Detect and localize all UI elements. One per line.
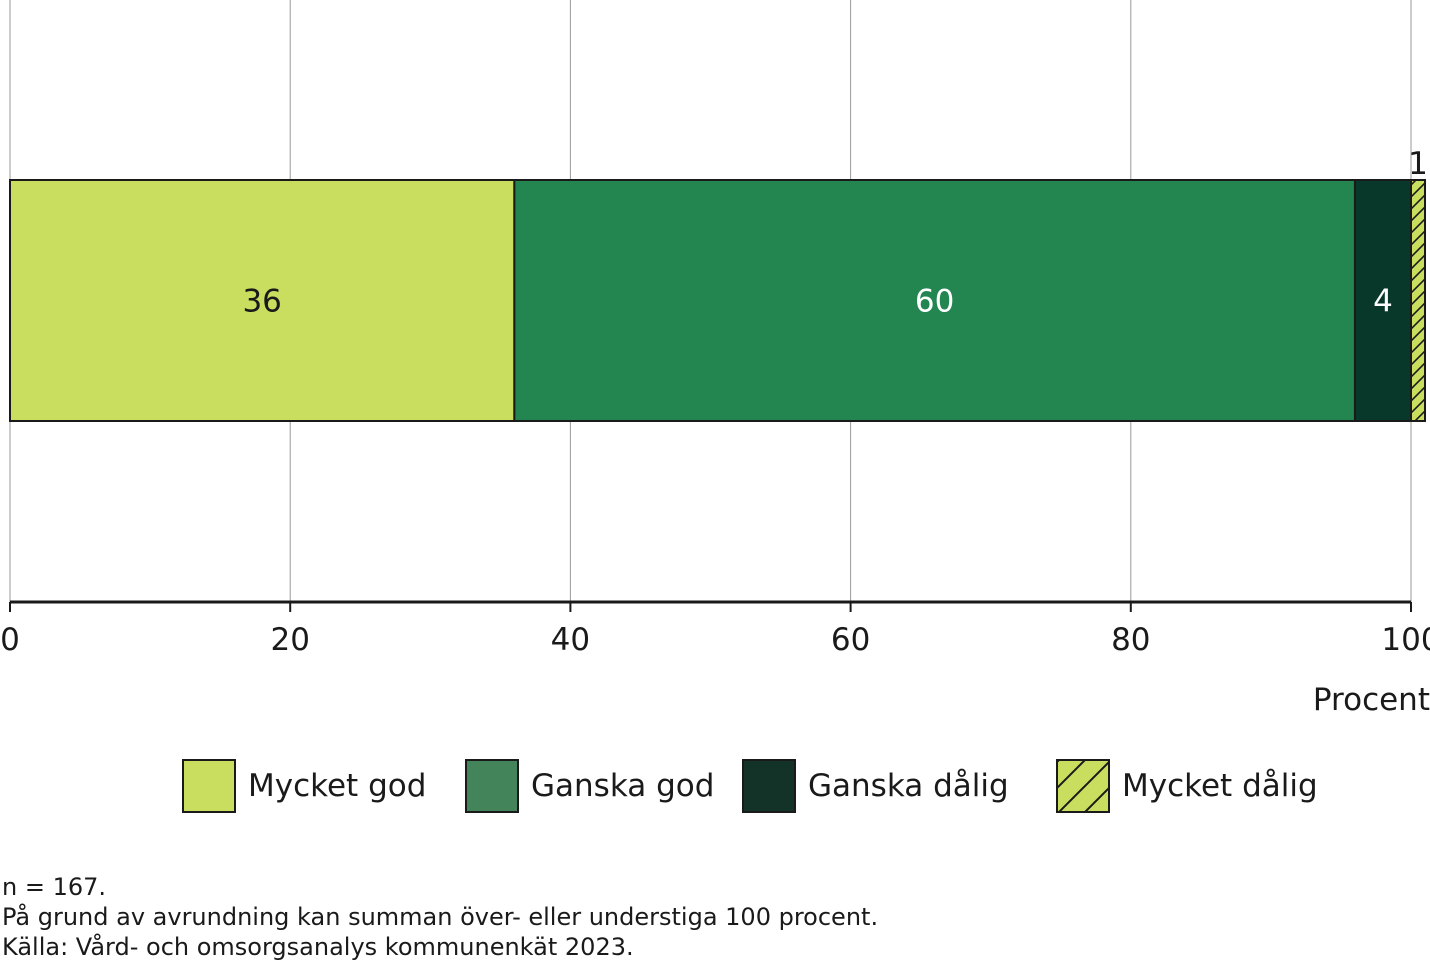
legend-label: Mycket dålig — [1122, 768, 1318, 804]
stacked-bar-chart: 36 60 4 1 0 20 40 60 80 100 Procent — [0, 0, 1430, 718]
bar-value-label: 1 — [1408, 146, 1428, 182]
x-axis: 0 20 40 60 80 100 — [0, 600, 1430, 658]
x-tick-label: 0 — [0, 622, 20, 658]
bar-segment — [1410, 179, 1427, 422]
x-tick-label: 40 — [551, 622, 590, 658]
legend-swatch — [182, 759, 236, 813]
bar-value-label: 36 — [242, 284, 281, 320]
footnotes: n = 167. På grund av avrundning kan summ… — [2, 872, 878, 962]
bar-value-label: 4 — [1373, 284, 1393, 320]
legend-label: Ganska god — [531, 768, 715, 804]
x-axis-title: Procent — [1313, 682, 1430, 718]
legend-label: Mycket god — [248, 768, 427, 804]
x-tick-label: 60 — [831, 622, 870, 658]
bar-labels: 36 60 4 1 — [242, 146, 1427, 320]
legend-item-ganska-dalig: Ganska dålig — [742, 757, 1009, 815]
legend-item-ganska-god: Ganska god — [465, 757, 714, 815]
bar-value-label: 60 — [915, 284, 954, 320]
sample-size-note: n = 167. — [2, 873, 107, 901]
legend-swatch — [1056, 759, 1110, 813]
legend: Mycket god Ganska god Ganska dålig Mycke… — [0, 757, 1430, 817]
bars — [9, 179, 1427, 422]
source-note: Källa: Vård- och omsorgsanalys kommunenk… — [2, 933, 634, 961]
x-tick-label: 20 — [270, 622, 309, 658]
legend-item-mycket-god: Mycket god — [182, 757, 426, 815]
rounding-note: På grund av avrundning kan summan över- … — [2, 903, 879, 931]
bar-segment — [9, 179, 516, 422]
legend-label: Ganska dålig — [808, 768, 1009, 804]
legend-item-mycket-dalig: Mycket dålig — [1056, 757, 1318, 815]
x-tick-label: 100 — [1381, 622, 1430, 658]
legend-swatch — [465, 759, 519, 813]
x-tick-label: 80 — [1111, 622, 1150, 658]
legend-swatch — [742, 759, 796, 813]
